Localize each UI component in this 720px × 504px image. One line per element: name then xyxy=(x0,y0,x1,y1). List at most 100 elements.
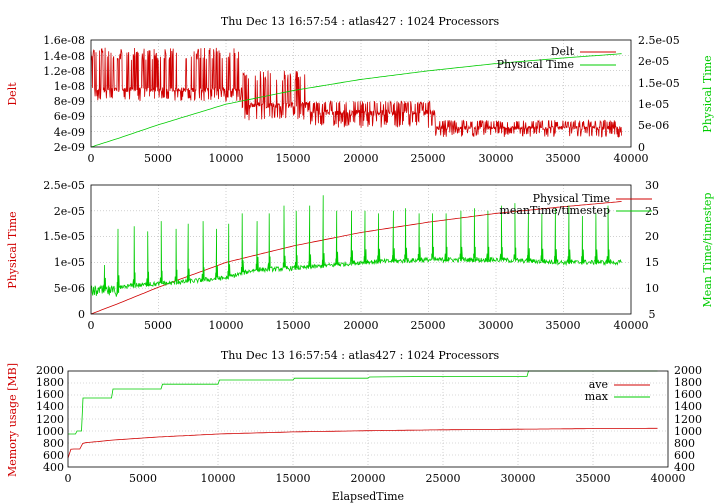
chart1-xtick: 20000 xyxy=(344,152,379,165)
chart1-xtick: 35000 xyxy=(546,152,581,165)
chart1-ytick-right: 5e-06 xyxy=(638,119,669,132)
chart-physical-time-mean-timestep: 0 5000 10000 15000 20000 25000 30000 350… xyxy=(6,179,714,332)
chart-memory-usage: Thu Dec 13 16:57:54 : atlas427 : 1024 Pr… xyxy=(6,349,702,503)
chart3-ytick-right: 600 xyxy=(674,449,695,462)
chart1-xtick: 15000 xyxy=(276,152,311,165)
chart3-legend-label: ave xyxy=(589,378,608,391)
chart2-xtick: 15000 xyxy=(276,319,311,332)
chart2-ytick-right: 20 xyxy=(645,230,659,243)
chart2-ytick-right: 25 xyxy=(645,205,659,218)
chart3-ytick-right: 1600 xyxy=(674,388,702,401)
chart3-xtick: 35000 xyxy=(576,472,611,485)
chart3-xtick: 15000 xyxy=(276,472,311,485)
chart3-ytick: 2000 xyxy=(36,364,64,377)
chart3-ytick: 1200 xyxy=(36,413,64,426)
chart1-ytick: 2e-09 xyxy=(54,141,85,154)
chart3-ytick: 1400 xyxy=(36,400,64,413)
chart3-series xyxy=(67,370,658,459)
series-line-physical-time xyxy=(90,53,622,148)
chart3-xtick: 40000 xyxy=(651,472,686,485)
chart2-ytick: 1.5e-05 xyxy=(43,230,85,243)
chart1-xtick: 40000 xyxy=(614,152,649,165)
chart2-ylabel: Physical Time xyxy=(6,211,19,288)
chart2-frame xyxy=(90,184,632,315)
chart1-ytick-right: 1e-05 xyxy=(638,98,669,111)
chart3-ytick-right: 400 xyxy=(674,461,695,474)
chart2-ylabel-right: Mean Time/timestep xyxy=(701,193,714,308)
chart1-ytick: 1.6e-08 xyxy=(43,34,85,47)
chart1-ticks: 0 5000 10000 15000 20000 25000 30000 350… xyxy=(43,34,679,165)
chart3-xtick: 0 xyxy=(65,472,72,485)
chart2-xtick: 5000 xyxy=(144,319,172,332)
chart2-legend-label: Physical Time xyxy=(533,192,610,205)
chart3-ytick: 400 xyxy=(43,461,64,474)
chart1-xtick: 0 xyxy=(88,152,95,165)
chart1-ytick: 1.2e-08 xyxy=(43,65,85,78)
chart3-xtick: 5000 xyxy=(129,472,157,485)
chart3-xtick: 25000 xyxy=(426,472,461,485)
chart1-ytick: 1.4e-08 xyxy=(43,50,85,63)
chart3-ytick-right: 1000 xyxy=(674,425,702,438)
chart3-legend: ave max xyxy=(585,378,650,403)
chart3-frame xyxy=(67,370,669,468)
chart3-ylabel: Memory usage [MB] xyxy=(6,363,19,477)
chart2-legend: Physical Time meanTime/timestep xyxy=(499,192,652,217)
chart3-xtick: 20000 xyxy=(351,472,386,485)
chart3-xlabel: ElapsedTime xyxy=(332,490,404,503)
chart2-legend-label: meanTime/timestep xyxy=(499,204,610,217)
chart3-xtick: 10000 xyxy=(201,472,236,485)
chart1-ytick-right: 1.5e-05 xyxy=(638,77,680,90)
chart1-ytick: 4e-09 xyxy=(54,126,85,139)
series-line-max xyxy=(68,370,658,435)
series-line-physical-time xyxy=(90,201,622,315)
chart2-ytick: 1e-05 xyxy=(54,256,85,269)
chart1-frame xyxy=(90,39,632,148)
chart2-xtick: 10000 xyxy=(209,319,244,332)
chart2-ytick-right: 10 xyxy=(645,282,659,295)
chart1-ylabel: Delt xyxy=(6,82,19,106)
chart1-xtick: 10000 xyxy=(209,152,244,165)
chart3-ytick: 600 xyxy=(43,449,64,462)
chart2-ytick-right: 15 xyxy=(645,256,659,269)
chart1-xtick: 25000 xyxy=(411,152,446,165)
chart3-ytick-right: 1400 xyxy=(674,400,702,413)
chart3-ytick: 1000 xyxy=(36,425,64,438)
chart1-ytick: 8e-09 xyxy=(54,95,85,108)
chart3-title: Thu Dec 13 16:57:54 : atlas427 : 1024 Pr… xyxy=(221,349,500,362)
chart3-ytick: 800 xyxy=(43,437,64,450)
chart2-xtick: 20000 xyxy=(344,319,379,332)
series-line-ave xyxy=(67,427,658,459)
chart1-series xyxy=(90,47,622,148)
series-line-meantime-timestep xyxy=(90,195,622,297)
chart3-ytick: 1800 xyxy=(36,376,64,389)
chart2-xtick: 40000 xyxy=(614,319,649,332)
chart3-ytick-right: 800 xyxy=(674,437,695,450)
chart3-ytick: 1600 xyxy=(36,388,64,401)
chart2-ytick: 0 xyxy=(78,308,85,321)
series-line-delt xyxy=(90,47,622,138)
chart2-xtick: 0 xyxy=(88,319,95,332)
chart1-title: Thu Dec 13 16:57:54 : atlas427 : 1024 Pr… xyxy=(221,15,500,28)
chart1-ytick-right: 2e-05 xyxy=(638,55,669,68)
chart2-xtick: 30000 xyxy=(479,319,514,332)
chart1-legend: Delt Physical Time xyxy=(497,45,616,71)
chart1-ytick-right: 2.5e-05 xyxy=(638,34,680,47)
chart2-ytick-right: 30 xyxy=(645,179,659,192)
chart1-legend-label: Delt xyxy=(551,45,575,58)
chart2-xtick: 35000 xyxy=(546,319,581,332)
chart3-ytick-right: 2000 xyxy=(674,364,702,377)
chart3-ytick-right: 1200 xyxy=(674,413,702,426)
chart1-ytick: 6e-09 xyxy=(54,110,85,123)
chart1-ylabel-right: Physical Time xyxy=(701,55,714,132)
chart2-ytick: 2.5e-05 xyxy=(43,179,85,192)
chart1-ytick-right: 0 xyxy=(638,141,645,154)
chart2-ytick: 2e-05 xyxy=(54,205,85,218)
chart2-xtick: 25000 xyxy=(411,319,446,332)
chart2-ytick-right: 5 xyxy=(649,308,656,321)
chart2-series xyxy=(90,195,622,315)
chart1-legend-label: Physical Time xyxy=(497,58,574,71)
chart1-xtick: 5000 xyxy=(144,152,172,165)
chart3-ticks: 0 5000 10000 15000 20000 25000 30000 350… xyxy=(36,364,702,485)
chart2-ticks: 0 5000 10000 15000 20000 25000 30000 350… xyxy=(43,179,659,332)
